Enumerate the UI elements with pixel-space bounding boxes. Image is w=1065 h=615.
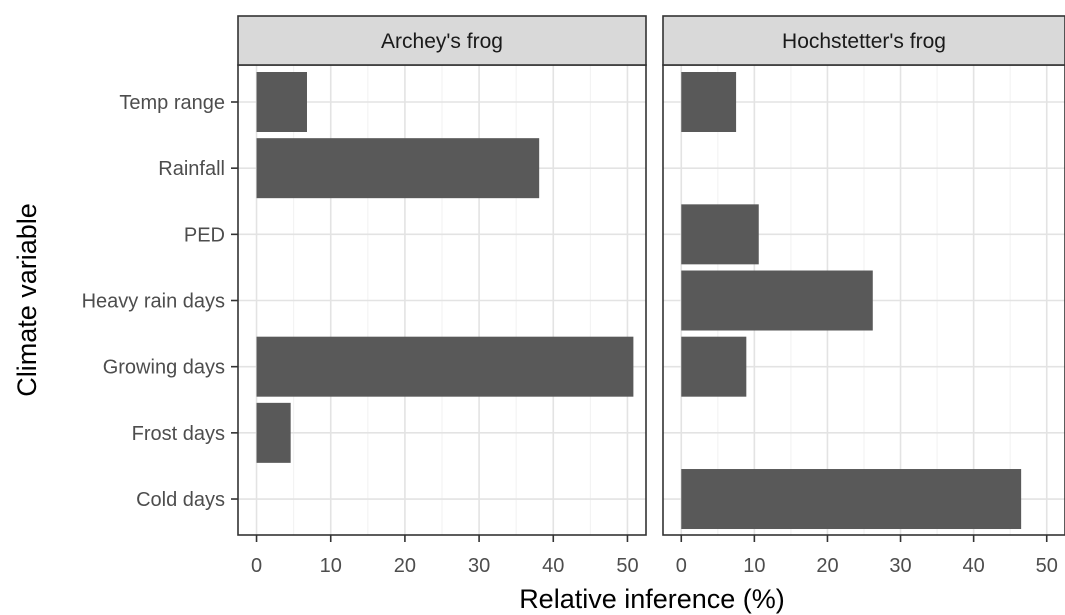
x-tick-label: 50: [1036, 555, 1058, 577]
x-tick-label: 20: [394, 555, 416, 577]
y-axis-title: Climate variable: [12, 203, 42, 397]
bar-archey-s-frog-growing-days: [256, 336, 634, 397]
bar-hochstetter-s-frog-temp-range: [681, 72, 737, 132]
x-tick-label: 30: [468, 555, 490, 577]
bar-hochstetter-s-frog-cold-days: [681, 469, 1022, 530]
y-tick-label-temp-range: Temp range: [119, 92, 225, 114]
y-tick-label-frost-days: Frost days: [132, 423, 225, 445]
bar-archey-s-frog-frost-days: [256, 402, 291, 463]
x-tick-label: 20: [816, 555, 838, 577]
facet-strip-label-archey-s-frog: Archey's frog: [381, 30, 503, 53]
x-tick-label: 0: [676, 555, 687, 577]
y-tick-label-ped: PED: [184, 224, 225, 246]
x-tick-label: 30: [889, 555, 911, 577]
x-tick-label: 10: [743, 555, 765, 577]
bar-archey-s-frog-rainfall: [256, 138, 540, 199]
x-axis-title: Relative inference (%): [519, 584, 785, 614]
x-tick-label: 50: [616, 555, 638, 577]
y-tick-label-rainfall: Rainfall: [158, 158, 225, 180]
panels-layer: Archey's frog 0 10 20 30 40 50 Hochstetter's fr…: [82, 15, 1065, 577]
x-tick-label: 40: [542, 555, 564, 577]
bar-hochstetter-s-frog-heavy-rain-days: [681, 270, 873, 331]
bar-hochstetter-s-frog-growing-days: [681, 336, 747, 397]
y-tick-label-heavy-rain-days: Heavy rain days: [82, 291, 225, 313]
facet-strip-archey-s-frog: [237, 15, 647, 66]
x-tick-label: 10: [320, 555, 342, 577]
bar-archey-s-frog-temp-range: [256, 72, 307, 132]
facet-strip-label-hochstetter-s-frog: Hochstetter's frog: [782, 30, 946, 53]
y-tick-label-growing-days: Growing days: [103, 357, 225, 379]
bar-hochstetter-s-frog-ped: [681, 204, 759, 265]
facet-strip-hochstetter-s-frog: [662, 15, 1065, 66]
x-tick-label: 0: [251, 555, 262, 577]
x-tick-label: 40: [963, 555, 985, 577]
y-tick-label-cold-days: Cold days: [136, 489, 225, 511]
